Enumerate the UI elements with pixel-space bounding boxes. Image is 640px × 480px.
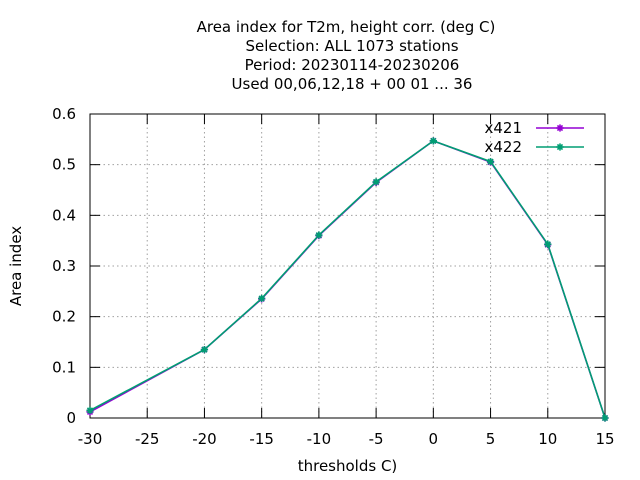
data-point-x422 (258, 294, 266, 303)
data-point-x422 (601, 414, 609, 422)
data-point-x422 (86, 406, 94, 414)
title-line-2: Selection: ALL 1073 stations (245, 37, 458, 55)
series-group (86, 137, 609, 422)
y-tick-label: 0.5 (52, 156, 76, 174)
grid (90, 114, 605, 418)
x-tick-label: -10 (307, 430, 332, 448)
y-tick-label: 0.6 (52, 105, 76, 123)
plot-frame (89, 113, 606, 419)
x-tick-label: -25 (135, 430, 160, 448)
title-line-1: Area index for T2m, height corr. (deg C) (197, 18, 496, 36)
x-axis-label: thresholds C) (298, 457, 398, 475)
y-tick-label: 0.4 (52, 206, 76, 224)
x-tick-labels: -30 -25 -20 -15 -10 -5 0 5 10 15 (78, 430, 615, 448)
chart-title: Area index for T2m, height corr. (deg C)… (197, 18, 496, 93)
data-point-x422 (372, 178, 380, 186)
title-line-3: Period: 20230114-20230206 (245, 56, 460, 74)
y-tick-label: 0.3 (52, 257, 76, 275)
data-point-x422 (200, 346, 209, 354)
x-tick-label: -5 (369, 430, 384, 448)
y-tick-label: 0 (66, 409, 76, 427)
data-point-x422 (429, 137, 437, 145)
series-line-x421 (89, 140, 606, 419)
x-tick-label: 15 (595, 430, 614, 448)
legend-label-x421: x421 (484, 119, 522, 137)
data-point-x422 (315, 231, 323, 239)
y-tick-label: 0.2 (52, 308, 76, 326)
title-line-4: Used 00,06,12,18 + 00 01 ... 36 (232, 75, 473, 93)
x-tick-label: -30 (78, 430, 103, 448)
data-point-x422 (486, 158, 495, 166)
series-line-x422 (89, 140, 606, 419)
legend-marker-x422 (556, 143, 564, 151)
y-tick-label: 0.1 (52, 358, 76, 376)
y-tick-labels: 0 0.1 0.2 0.3 0.4 0.5 0.6 (52, 105, 76, 427)
x-tick-label: -15 (249, 430, 274, 448)
legend-label-x422: x422 (484, 138, 522, 156)
legend-marker-x421 (556, 124, 564, 132)
x-tick-label: -20 (192, 430, 217, 448)
x-tick-label: 5 (486, 430, 496, 448)
x-tick-label: 0 (429, 430, 439, 448)
x-tick-label: 10 (538, 430, 557, 448)
y-axis-label: Area index (7, 226, 25, 306)
tick-marks (89, 113, 606, 419)
data-point-x422 (544, 240, 552, 248)
